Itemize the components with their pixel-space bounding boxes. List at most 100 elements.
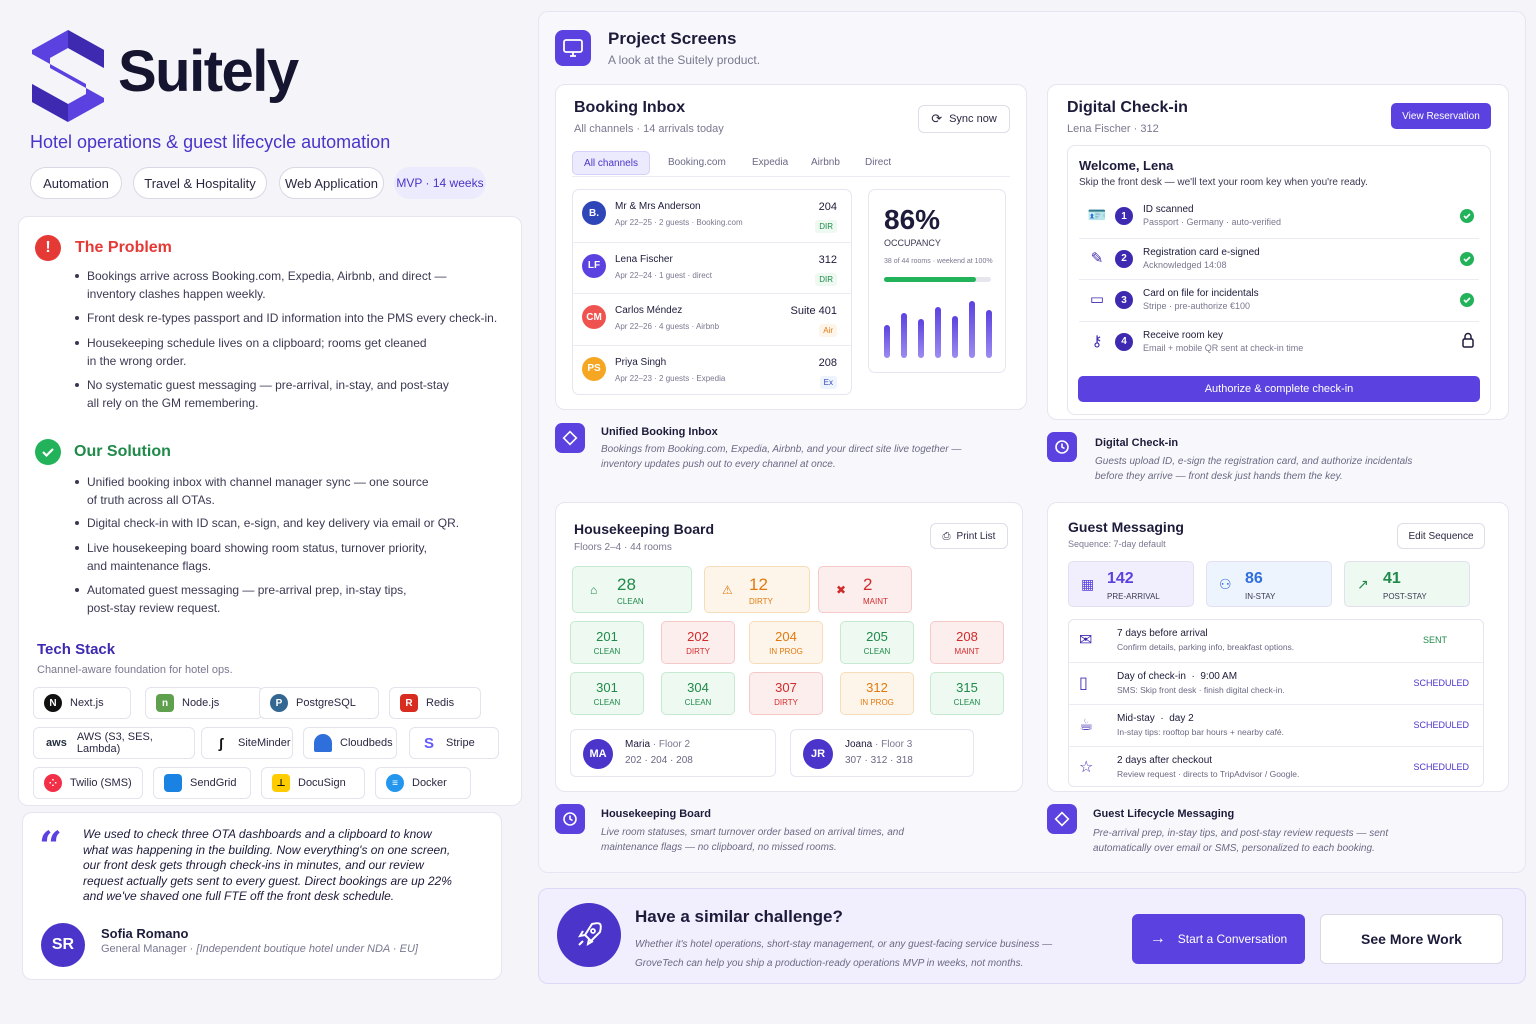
calendar-icon: ▦ <box>1081 576 1095 592</box>
summary-tile[interactable]: ✖ 2 MAINT <box>818 566 912 613</box>
solution-header: Our Solution <box>35 439 171 465</box>
tab-direct[interactable]: Direct <box>865 157 892 168</box>
problem-item: Bookings arrive across Booking.com, Expe… <box>73 267 447 303</box>
room-tile[interactable]: 312 IN PROG <box>840 672 914 715</box>
room-status: DIRTY <box>686 647 710 656</box>
message-title: 7 days before arrival <box>1117 628 1208 639</box>
occupancy-bar <box>986 310 992 358</box>
nodejs-icon: n <box>156 694 174 712</box>
guest-name: Priya Singh <box>615 356 667 368</box>
room-number: 202 <box>687 629 709 644</box>
message-stat[interactable]: ▦ 142 PRE-ARRIVAL <box>1068 561 1194 607</box>
print-list-button[interactable]: ⎙ Print List <box>930 523 1008 549</box>
room-tile[interactable]: 315 CLEAN <box>930 672 1004 715</box>
problem-item: Front desk re-types passport and ID info… <box>73 309 497 327</box>
room-tile[interactable]: 304 CLEAN <box>661 672 735 715</box>
coffee-icon: ☕ <box>1079 717 1094 734</box>
room-tile[interactable]: 202 DIRTY <box>661 621 735 664</box>
cta-desc: Whether it's hotel operations, short-sta… <box>635 939 1053 969</box>
room-number: 204 <box>775 629 797 644</box>
avatar: PS <box>582 356 606 381</box>
summary-tile[interactable]: ⚠ 12 DIRTY <box>704 566 810 613</box>
welcome-sub: Skip the front desk — we'll text your ro… <box>1079 177 1368 188</box>
brand-logo <box>30 28 106 129</box>
redis-icon: R <box>400 694 418 712</box>
step-sub: Acknowledged 14:08 <box>1143 259 1227 270</box>
room-tile[interactable]: 307 DIRTY <box>749 672 823 715</box>
occupancy-bar <box>969 301 975 358</box>
messaging-diamond-icon <box>1047 804 1077 834</box>
sync-now-button[interactable]: ⟳ Sync now <box>918 105 1010 133</box>
solution-item: Live housekeeping board showing room sta… <box>73 539 427 575</box>
message-row[interactable]: ▯ Day of check-in · 9:00 AM SMS: Skip fron… <box>1069 662 1483 704</box>
stat-count: 41 <box>1383 570 1401 587</box>
avatar: B. <box>582 201 606 225</box>
staff-rooms: 307 · 312 · 318 <box>845 755 913 766</box>
solution-title: Our Solution <box>74 443 171 460</box>
id-card-icon: 🪪 <box>1087 207 1107 224</box>
message-row[interactable]: ☆ 2 days after checkout Review request · d… <box>1069 746 1483 786</box>
see-more-work-button[interactable]: See More Work <box>1320 914 1503 964</box>
staff-card[interactable]: JR Joana · Floor 3 307 · 312 · 318 <box>790 729 974 777</box>
cta-banner: Have a similar challenge? Whether it's h… <box>538 888 1526 984</box>
broom-icon: ⌂ <box>590 583 598 597</box>
step-number: 2 <box>1115 249 1133 268</box>
message-status: SCHEDULED <box>1413 678 1469 688</box>
message-sub: Review request · directs to TripAdvisor … <box>1117 769 1300 779</box>
refresh-icon: ⟳ <box>931 111 943 126</box>
message-title: 2 days after checkout <box>1117 755 1213 766</box>
room-number: 204 <box>818 201 837 213</box>
tab-all-channels[interactable]: All channels <box>572 151 650 175</box>
message-stat[interactable]: ↗ 41 POST-STAY <box>1344 561 1470 607</box>
room-tile[interactable]: 201 CLEAN <box>570 621 644 664</box>
project-screens-panel: Project Screens A look at the Suitely pr… <box>538 11 1526 873</box>
guest-name: Lena Fischer <box>615 253 673 265</box>
star-icon: ☆ <box>1079 759 1094 776</box>
booking-inbox-card: Booking Inbox All channels · 14 arrivals… <box>555 84 1027 410</box>
tech-stripe: S Stripe <box>409 727 499 759</box>
room-tile[interactable]: 204 IN PROG <box>749 621 823 664</box>
inbox-diamond-icon <box>555 423 585 453</box>
docker-icon: ≡ <box>386 774 404 792</box>
booking-row[interactable]: LF Lena Fischer Apr 22–24 · 1 guest · dire… <box>573 241 851 294</box>
staff-card[interactable]: MA Maria · Floor 2 202 · 204 · 208 <box>570 729 776 777</box>
messaging-title: Guest Messaging <box>1068 519 1184 535</box>
tab-booking[interactable]: Booking.com <box>668 157 726 168</box>
message-row[interactable]: ✉ 7 days before arrival Confirm details, p… <box>1069 620 1483 662</box>
room-tile[interactable]: 205 CLEAN <box>840 621 914 664</box>
booking-row[interactable]: PS Priya Singh Apr 22–23 · 2 guests · Expe… <box>573 344 851 395</box>
messaging-stats: ▦ 142 PRE-ARRIVAL ⚇ 86 IN-STAY ↗ 41 POST-STAY <box>1068 561 1488 607</box>
edit-sequence-button[interactable]: Edit Sequence <box>1397 523 1485 549</box>
booking-row[interactable]: CM Carlos Méndez Apr 22–26 · 4 guests · Ai… <box>573 293 851 345</box>
avatar: MA <box>583 739 613 769</box>
room-number: 205 <box>866 629 888 644</box>
occupancy-bar <box>884 325 890 358</box>
stat-label: PRE-ARRIVAL <box>1107 592 1160 601</box>
messaging-caption-desc: Pre-arrival prep, in-stay tips, and post… <box>1093 828 1389 854</box>
message-sub: Confirm details, parking info, breakfast… <box>1117 642 1295 652</box>
authorize-checkin-button[interactable]: Authorize & complete check-in <box>1078 376 1480 402</box>
step-number: 4 <box>1115 332 1133 351</box>
tab-airbnb[interactable]: Airbnb <box>811 157 840 168</box>
testimonial-role: General Manager · [Independent boutique … <box>101 943 418 955</box>
tagline: Hotel operations & guest lifecycle autom… <box>30 132 391 152</box>
solution-item: Unified booking inbox with channel manag… <box>73 473 429 509</box>
booking-caption-desc: Bookings from Booking.com, Expedia, Airb… <box>601 444 962 470</box>
room-tile[interactable]: 208 MAINT <box>930 621 1004 664</box>
occupancy-bar <box>918 319 924 358</box>
tech-aws: aws AWS (S3, SES, Lambda) <box>33 727 195 759</box>
channel-badge: DIR <box>815 220 837 233</box>
start-conversation-button[interactable]: → Start a Conversation <box>1132 914 1305 964</box>
summary-tile[interactable]: ⌂ 28 CLEAN <box>572 566 692 613</box>
room-status: CLEAN <box>593 698 621 707</box>
message-row[interactable]: ☕ Mid-stay · day 2 In-stay tips: rooftop b… <box>1069 704 1483 746</box>
room-number: 208 <box>956 629 978 644</box>
booking-meta: Apr 22–24 · 1 guest · direct <box>615 270 712 280</box>
step-title: Registration card e-signed <box>1143 246 1260 258</box>
message-stat[interactable]: ⚇ 86 IN-STAY <box>1206 561 1332 607</box>
view-reservation-button[interactable]: View Reservation <box>1391 103 1491 129</box>
room-tile[interactable]: 301 CLEAN <box>570 672 644 715</box>
booking-row[interactable]: B. Mr & Mrs Anderson Apr 22–25 · 2 guests … <box>573 190 851 242</box>
tech-redis: R Redis <box>389 687 481 719</box>
tab-expedia[interactable]: Expedia <box>752 157 789 168</box>
